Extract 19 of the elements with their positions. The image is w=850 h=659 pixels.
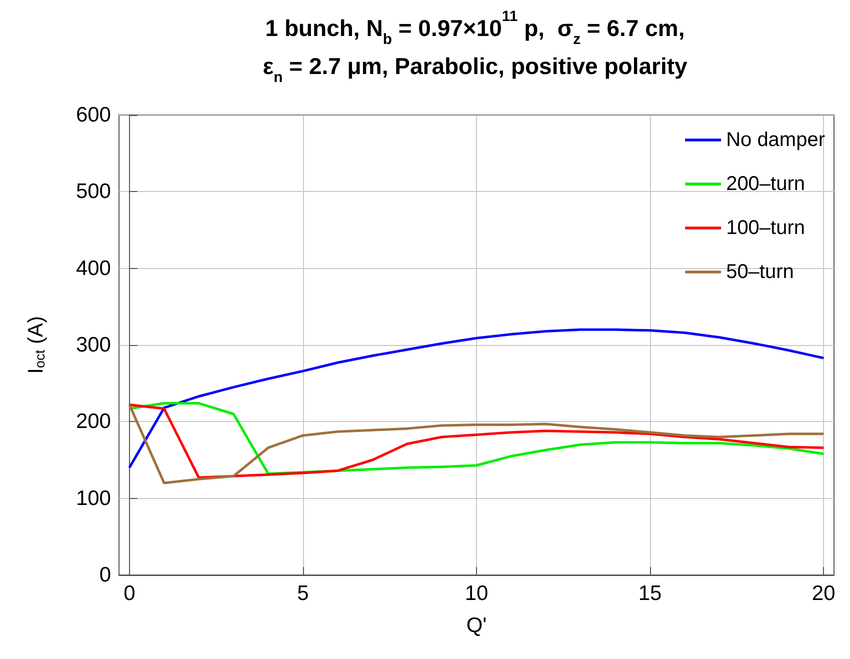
y-tick-label: 300 <box>76 334 111 356</box>
legend-label: 50–turn <box>726 261 794 283</box>
y-tick-label: 100 <box>76 486 111 510</box>
y-tick-label: 600 <box>76 104 111 126</box>
x-tick-label: 10 <box>464 582 488 605</box>
y-tick-label: 400 <box>76 256 111 280</box>
x-tick-label: 0 <box>124 582 136 605</box>
line-series <box>128 328 825 469</box>
legend-label: 200–turn <box>726 173 806 195</box>
y-tick-label: 0 <box>99 564 111 586</box>
x-axis-title: Q' <box>466 614 487 637</box>
x-tick-label: 15 <box>638 582 662 605</box>
y-tick-label: 200 <box>76 410 111 434</box>
y-axis-title: Ioct (A) <box>24 316 48 374</box>
x-tick-label: 5 <box>297 582 309 605</box>
legend-label: 100–turn <box>726 217 806 239</box>
x-tick-label: 20 <box>812 582 836 605</box>
legend-label: No damper <box>726 129 826 151</box>
y-tick-label: 500 <box>76 180 111 204</box>
